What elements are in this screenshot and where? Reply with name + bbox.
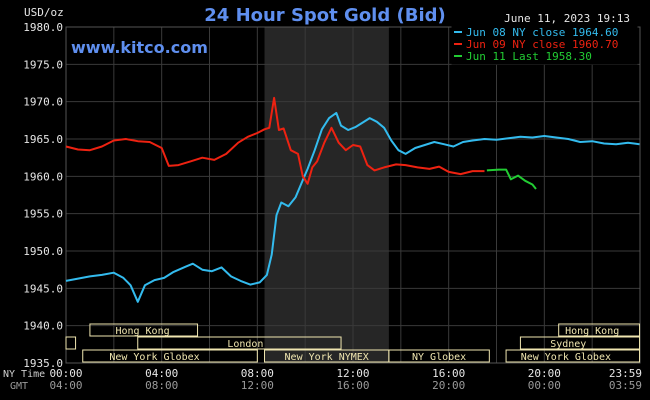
y-tick-label: 1965.0 xyxy=(23,133,63,146)
x-tick-label-ny: 00:00 xyxy=(49,367,82,380)
x-tick-label-gmt: 16:00 xyxy=(336,379,369,392)
session-label: NY Globex xyxy=(412,352,466,363)
session-bar xyxy=(505,349,641,363)
series-line-3 xyxy=(486,168,537,190)
x-tick-labels: 00:0004:0004:0008:0008:0012:0012:0016:00… xyxy=(49,367,642,392)
x-tick-label-gmt: 04:00 xyxy=(49,379,82,392)
y-tick-label: 1945.0 xyxy=(23,282,63,295)
session-bars: Hong Kong Hong Kong London Sydney New York G… xyxy=(65,323,641,363)
y-tick-labels: 1980.0 1975.0 1970.0 1965.0 1960.0 1955.0 1950… xyxy=(23,21,63,370)
legend-entry: Jun 11 Last 1958.30 xyxy=(466,50,592,63)
legend-entry: Jun 08 NY close 1964.60 xyxy=(466,26,618,39)
session-label: Sydney xyxy=(550,339,586,350)
session-bar xyxy=(137,336,342,350)
highlight-band-group xyxy=(264,27,389,363)
session-bar xyxy=(558,323,641,337)
session-label: New York Globex xyxy=(109,352,199,363)
series-line-1 xyxy=(65,111,640,303)
x-tick-label-gmt: 12:00 xyxy=(241,379,274,392)
session-label: Hong Kong xyxy=(115,326,169,337)
x-row-label-ny: NY Time xyxy=(3,369,45,380)
session-bar xyxy=(519,336,641,350)
chart-title: 24 Hour Spot Gold (Bid) xyxy=(204,5,445,26)
timestamp: June 11, 2023 19:13 xyxy=(504,12,630,25)
x-tick-label-ny: 16:00 xyxy=(432,367,465,380)
plot-frame xyxy=(65,26,641,364)
x-tick-label-ny: 12:00 xyxy=(336,367,369,380)
x-tick-label-ny: 23:59 xyxy=(609,367,642,380)
y-tick-label: 1950.0 xyxy=(23,245,63,258)
x-row-label-gmt: GMT xyxy=(10,381,28,392)
y-tick-label: 1980.0 xyxy=(23,21,63,34)
x-tick-label-ny: 04:00 xyxy=(145,367,178,380)
y-tick-label: 1935.0 xyxy=(23,357,63,370)
x-tick-label-gmt: 20:00 xyxy=(432,379,465,392)
series-lines xyxy=(65,96,640,303)
session-label: New York NYMEX xyxy=(285,352,369,363)
legend-box xyxy=(451,24,638,65)
session-label: Hong Kong xyxy=(565,326,619,337)
highlight-band xyxy=(264,27,389,363)
y-tick-label: 1970.0 xyxy=(23,96,63,109)
session-label: London xyxy=(227,339,263,350)
gridlines xyxy=(65,26,641,364)
y-tick-label: 1940.0 xyxy=(23,320,63,333)
session-bar xyxy=(89,323,199,337)
series-line-2 xyxy=(65,96,485,185)
x-tick-label-gmt: 08:00 xyxy=(145,379,178,392)
watermark: www.kitco.com xyxy=(71,38,208,57)
session-bar xyxy=(82,349,258,363)
x-tick-label-gmt: 00:00 xyxy=(528,379,561,392)
y-tick-label: 1975.0 xyxy=(23,58,63,71)
session-label: New York Globex xyxy=(521,352,611,363)
y-tick-label: 1960.0 xyxy=(23,170,63,183)
x-tick-label-gmt: 03:59 xyxy=(609,379,642,392)
session-bar xyxy=(65,336,77,350)
x-tick-label-ny: 08:00 xyxy=(241,367,274,380)
y-tick-label: 1955.0 xyxy=(23,208,63,221)
y-axis-label: USD/oz xyxy=(24,6,64,19)
session-bar xyxy=(388,349,490,363)
legend-entry: Jun 09 NY close 1960.70 xyxy=(466,38,618,51)
x-tick-label-ny: 20:00 xyxy=(528,367,561,380)
